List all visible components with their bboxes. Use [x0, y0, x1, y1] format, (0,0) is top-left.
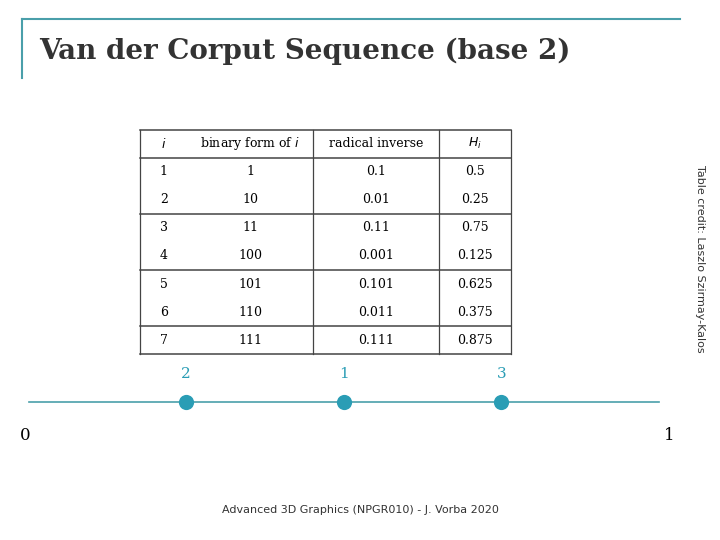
- Text: 0.125: 0.125: [457, 249, 493, 262]
- Text: 0.375: 0.375: [457, 306, 493, 319]
- Text: 0.1: 0.1: [366, 165, 386, 178]
- Text: 2: 2: [160, 193, 168, 206]
- Point: [181, 398, 192, 407]
- Text: 0.875: 0.875: [457, 334, 493, 347]
- Point: [338, 398, 350, 407]
- Text: 0.25: 0.25: [462, 193, 489, 206]
- Text: binary form of $i$: binary form of $i$: [200, 135, 300, 152]
- Text: Table credit: Laszlo Szirmay-Kalos: Table credit: Laszlo Szirmay-Kalos: [695, 165, 705, 353]
- Text: $H_i$: $H_i$: [468, 136, 482, 151]
- Text: 1: 1: [160, 165, 168, 178]
- Text: 0.011: 0.011: [359, 306, 394, 319]
- Text: 111: 111: [238, 334, 262, 347]
- Text: radical inverse: radical inverse: [329, 137, 423, 150]
- Text: $i$: $i$: [161, 137, 166, 151]
- Text: 5: 5: [160, 278, 168, 291]
- Text: 110: 110: [238, 306, 262, 319]
- Text: 0.5: 0.5: [465, 165, 485, 178]
- Text: 7: 7: [160, 334, 168, 347]
- Text: Advanced 3D Graphics (NPGR010) - J. Vorba 2020: Advanced 3D Graphics (NPGR010) - J. Vorb…: [222, 505, 498, 515]
- Text: 0: 0: [20, 427, 30, 443]
- Text: 4: 4: [160, 249, 168, 262]
- Text: 1: 1: [339, 367, 348, 381]
- Text: 1: 1: [246, 165, 254, 178]
- Text: 3: 3: [160, 221, 168, 234]
- Text: 101: 101: [238, 278, 262, 291]
- Text: 2: 2: [181, 367, 192, 381]
- Text: 11: 11: [242, 221, 258, 234]
- Text: 0.11: 0.11: [362, 221, 390, 234]
- Text: 10: 10: [242, 193, 258, 206]
- Text: 0.001: 0.001: [359, 249, 394, 262]
- Text: 100: 100: [238, 249, 262, 262]
- Text: 0.01: 0.01: [362, 193, 390, 206]
- Text: 3: 3: [497, 367, 506, 381]
- Text: 6: 6: [160, 306, 168, 319]
- Text: 0.625: 0.625: [457, 278, 493, 291]
- Text: 0.111: 0.111: [359, 334, 394, 347]
- Text: 1: 1: [665, 427, 675, 443]
- Text: 0.75: 0.75: [462, 221, 489, 234]
- Text: 0.101: 0.101: [359, 278, 394, 291]
- Text: Van der Corput Sequence (base 2): Van der Corput Sequence (base 2): [40, 38, 571, 65]
- Point: [495, 398, 507, 407]
